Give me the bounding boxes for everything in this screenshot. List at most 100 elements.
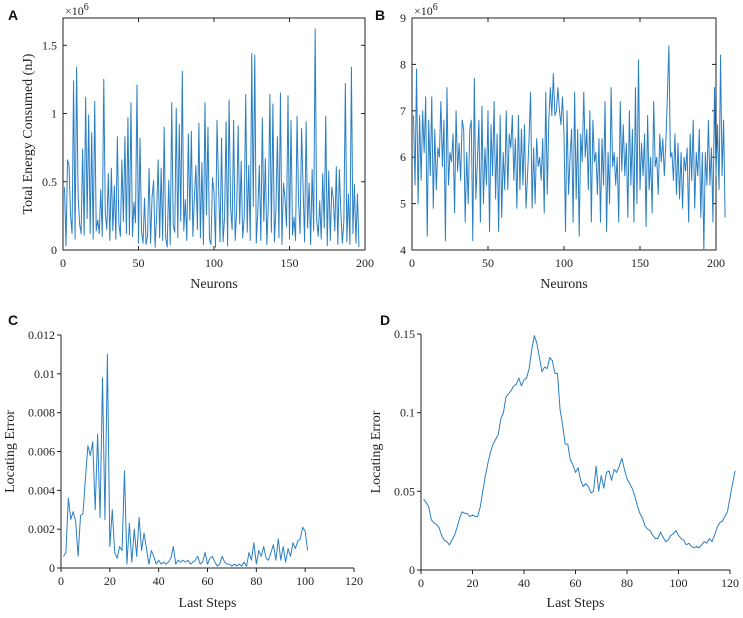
x-tick-label: 100: [296, 574, 314, 588]
y-tick-label: 0.5: [42, 175, 57, 189]
data-point: [127, 117, 128, 118]
data-point: [261, 556, 262, 557]
data-point: [151, 550, 152, 551]
data-point: [670, 157, 671, 158]
data-point: [696, 152, 697, 153]
data-point: [633, 222, 634, 223]
x-tick-label: 150: [631, 256, 649, 270]
data-point: [460, 180, 461, 181]
data-point: [497, 133, 498, 134]
data-point: [487, 462, 488, 463]
data-point: [536, 343, 537, 344]
y-tick-label: 4: [400, 243, 406, 257]
data-point: [614, 152, 615, 153]
series-line-c: [63, 353, 309, 567]
data-point: [428, 119, 429, 120]
data-point: [197, 556, 198, 557]
data-point: [293, 217, 294, 218]
panel-letter: A: [8, 7, 18, 23]
data-point: [626, 143, 627, 144]
data-point: [221, 137, 222, 138]
data-point: [287, 95, 288, 96]
data-point: [642, 517, 643, 518]
data-point: [307, 550, 308, 551]
data-point: [319, 200, 320, 201]
data-point: [451, 161, 452, 162]
data-point: [675, 530, 676, 531]
data-point: [246, 565, 247, 566]
data-point: [278, 538, 279, 539]
data-point: [547, 194, 548, 195]
data-point: [173, 225, 174, 226]
data-point: [504, 189, 505, 190]
data-point: [659, 133, 660, 134]
data-point: [253, 542, 254, 543]
data-point: [129, 523, 130, 524]
data-point: [430, 175, 431, 176]
data-point: [312, 169, 313, 170]
data-point: [179, 124, 180, 125]
data-point: [662, 536, 663, 537]
data-point: [536, 138, 537, 139]
data-point: [283, 183, 284, 184]
data-point: [586, 129, 587, 130]
data-point: [598, 138, 599, 139]
data-point: [426, 502, 427, 503]
data-point: [281, 244, 282, 245]
data-point: [593, 491, 594, 492]
data-point: [542, 138, 543, 139]
data-point: [433, 208, 434, 209]
data-point: [567, 444, 568, 445]
data-point: [671, 152, 672, 153]
data-point: [256, 243, 257, 244]
data-point: [611, 480, 612, 481]
data-point: [683, 540, 684, 541]
data-point: [73, 511, 74, 512]
data-point: [85, 97, 86, 98]
x-axis-label: Neurons: [540, 277, 587, 292]
data-point: [653, 101, 654, 102]
data-point: [82, 513, 83, 514]
data-point: [544, 366, 545, 367]
data-point: [416, 68, 417, 69]
data-point: [490, 124, 491, 125]
data-point: [544, 212, 545, 213]
data-point: [708, 119, 709, 120]
data-point: [262, 117, 263, 118]
data-point: [439, 157, 440, 158]
data-point: [209, 558, 210, 559]
data-point: [449, 544, 450, 545]
data-point: [425, 96, 426, 97]
data-point: [271, 232, 272, 233]
data-point: [421, 180, 422, 181]
data-point: [130, 102, 131, 103]
data-point: [112, 509, 113, 510]
data-point: [266, 558, 267, 559]
data-point: [550, 87, 551, 88]
data-point: [636, 203, 637, 204]
panel-letter: B: [375, 7, 385, 23]
data-point: [705, 152, 706, 153]
data-point: [650, 530, 651, 531]
data-point: [717, 124, 718, 125]
data-point: [295, 240, 296, 241]
data-point: [623, 124, 624, 125]
data-point: [121, 159, 122, 160]
data-point: [629, 483, 630, 484]
data-point: [603, 488, 604, 489]
y-tick-label: 7: [400, 104, 406, 118]
data-point: [417, 203, 418, 204]
data-point: [87, 218, 88, 219]
data-point: [431, 519, 432, 520]
x-tick-label: 50: [133, 256, 145, 270]
data-point: [500, 418, 501, 419]
data-point: [147, 236, 148, 237]
data-point: [146, 548, 147, 549]
data-point: [354, 184, 355, 185]
data-point: [77, 556, 78, 557]
data-point: [699, 129, 700, 130]
data-point: [227, 245, 228, 246]
data-point: [480, 506, 481, 507]
y-tick-label: 1.5: [42, 38, 57, 52]
data-point: [649, 189, 650, 190]
